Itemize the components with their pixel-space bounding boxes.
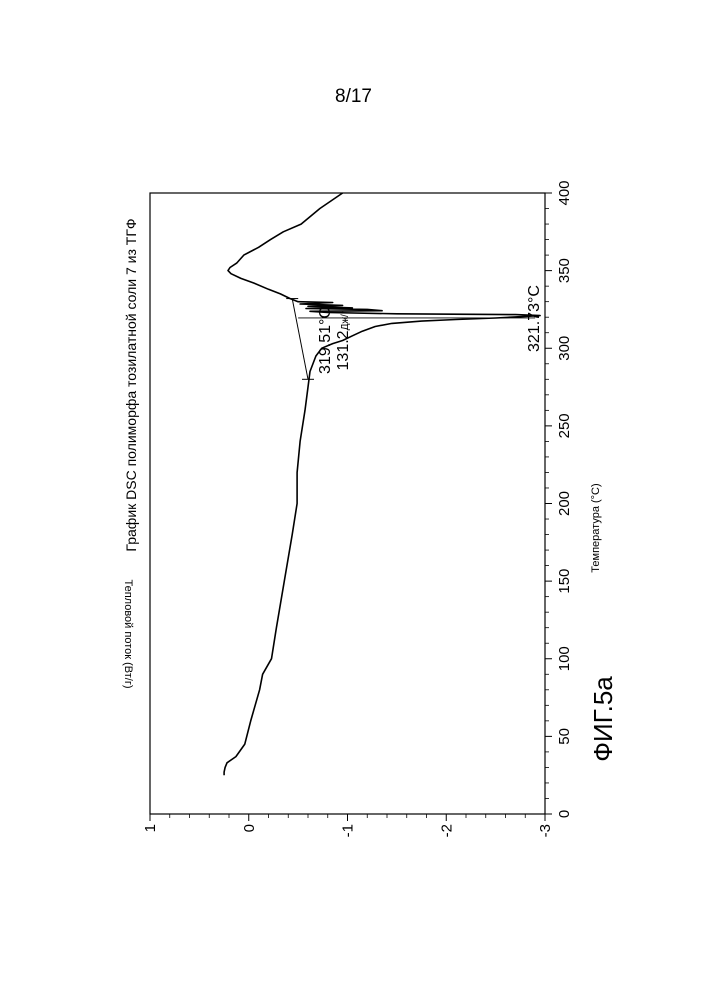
plot-area — [150, 193, 545, 814]
peak-temperature-label: 321.73°C — [526, 285, 543, 352]
x-tick-label: 50 — [556, 728, 573, 745]
y-tick-label: -2 — [438, 824, 455, 837]
enthalpy-unit: Дж/г — [340, 310, 351, 330]
x-tick-label: 300 — [556, 336, 573, 361]
y-axis: 1 0 -1 -2 -3 — [142, 814, 554, 837]
chart-title: График DSC полиморфа тозилатной соли 7 и… — [123, 218, 139, 551]
x-axis: 0 50 100 150 200 250 300 350 400 — [545, 180, 573, 818]
x-tick-label: 0 — [556, 810, 573, 818]
y-tick-label: -3 — [537, 824, 554, 837]
x-tick-label: 400 — [556, 180, 573, 205]
onset-temperature-label: 319.51°C — [317, 307, 334, 374]
plot-frame — [150, 193, 545, 814]
integration-baseline — [292, 299, 308, 380]
y-tick-label: 1 — [142, 824, 159, 832]
x-axis-label: Температура (°C) — [590, 483, 602, 572]
dsc-curve — [224, 193, 540, 775]
figure-label: ФИГ.5а — [588, 676, 618, 762]
x-tick-label: 350 — [556, 258, 573, 283]
x-tick-label: 150 — [556, 569, 573, 594]
y-axis-label: Тепловой поток (Вт/г) — [122, 579, 134, 688]
chart-marks: 319.51°C131.2Дж/г 321.73°C — [224, 193, 543, 775]
y-tick-label: -1 — [340, 824, 357, 837]
x-tick-label: 250 — [556, 413, 573, 438]
y-tick-label: 0 — [241, 824, 258, 832]
x-tick-label: 200 — [556, 491, 573, 516]
enthalpy-label: 131.2Дж/г — [335, 310, 352, 370]
enthalpy-value: 131.2 — [335, 330, 352, 370]
x-tick-label: 100 — [556, 646, 573, 671]
